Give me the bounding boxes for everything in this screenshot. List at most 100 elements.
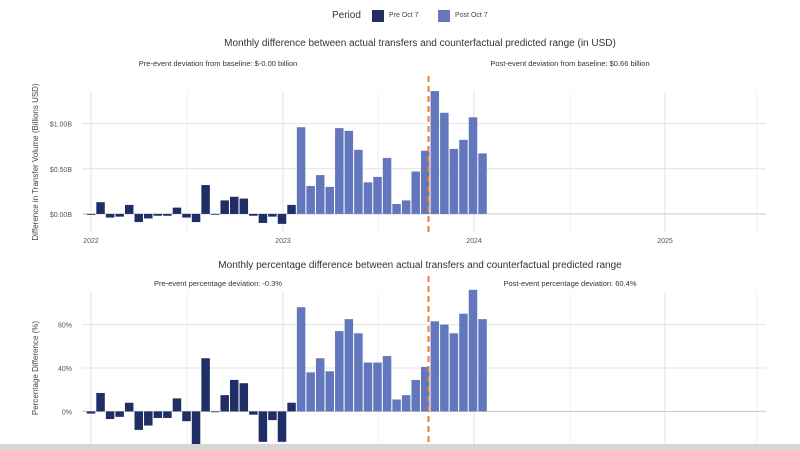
bar: [382, 356, 392, 412]
bar: [249, 411, 258, 415]
bar: [191, 411, 201, 444]
bar: [325, 371, 334, 412]
bar: [363, 182, 373, 214]
chart-percentage-difference: Monthly percentage difference between ac…: [31, 260, 766, 446]
y-tick-label: 0%: [62, 409, 72, 416]
bar: [163, 213, 172, 216]
legend-swatch-pre: [372, 10, 384, 22]
legend: Period Pre Oct 7 Post Oct 7: [0, 8, 800, 26]
bar: [258, 411, 268, 442]
bar: [268, 213, 277, 217]
bar: [421, 366, 430, 412]
bar: [287, 402, 296, 412]
bar: [134, 213, 143, 223]
bar: [239, 198, 249, 214]
post-event-annotation: Post-event deviation from baseline: $0.6…: [490, 59, 649, 68]
bar: [315, 175, 325, 214]
bar: [411, 379, 420, 412]
bar: [134, 411, 143, 430]
bar: [230, 379, 239, 412]
bar: [468, 289, 478, 412]
bar: [277, 411, 287, 442]
bar: [182, 213, 191, 218]
bar: [478, 319, 487, 412]
bar: [124, 204, 134, 214]
bar: [144, 411, 153, 426]
bar: [144, 213, 153, 219]
bar: [363, 362, 373, 412]
bar: [440, 324, 449, 412]
bar: [325, 186, 334, 214]
bar: [296, 127, 306, 214]
post-event-annotation: Post-event percentage deviation: 60.4%: [503, 279, 636, 288]
x-tick-label: 2024: [466, 238, 482, 245]
bar: [478, 153, 487, 214]
bar: [191, 213, 201, 223]
bar: [382, 157, 392, 214]
y-tick-label: 80%: [58, 323, 72, 330]
bar: [459, 313, 468, 412]
bar: [210, 213, 220, 215]
bar: [220, 395, 229, 412]
legend-label-post: Post Oct 7: [455, 12, 488, 19]
y-tick-label: $0.50B: [50, 167, 73, 174]
bar: [172, 207, 182, 214]
bar: [153, 213, 163, 216]
bar: [230, 196, 239, 214]
bar: [115, 411, 124, 417]
bar: [411, 171, 420, 214]
bar: [86, 411, 96, 414]
x-tick-label: 2022: [83, 238, 99, 245]
bar: [449, 333, 459, 412]
bar: [153, 411, 163, 418]
x-tick-label: 2025: [657, 238, 673, 245]
bar: [96, 202, 105, 214]
bar: [449, 148, 459, 214]
bar: [306, 372, 315, 412]
bar: [354, 333, 363, 412]
bar: [277, 213, 287, 224]
bar: [249, 213, 258, 216]
bar: [354, 149, 363, 214]
legend-swatch-post: [438, 10, 450, 22]
bar: [344, 130, 354, 214]
bar: [105, 213, 115, 218]
chart-title: Monthly difference between actual transf…: [224, 38, 616, 49]
y-tick-label: $0.00B: [50, 212, 73, 219]
bar: [115, 213, 124, 217]
bar: [335, 331, 344, 412]
bar: [268, 411, 277, 421]
bar: [210, 411, 220, 413]
bar: [96, 392, 105, 412]
bar: [306, 185, 315, 214]
chart-usd-difference: Monthly difference between actual transf…: [31, 38, 766, 245]
legend-label-pre: Pre Oct 7: [389, 12, 419, 19]
bar: [287, 204, 296, 214]
bar: [201, 358, 210, 412]
bar: [296, 307, 306, 412]
bar: [401, 395, 411, 412]
bar: [421, 150, 430, 214]
bar: [459, 139, 468, 214]
bar: [182, 411, 191, 422]
y-axis-label: Difference in Transfer Volume (Billions …: [31, 83, 40, 241]
bar: [373, 176, 382, 214]
bar: [172, 398, 182, 412]
bar: [315, 358, 325, 412]
bar: [86, 213, 96, 215]
bar: [392, 204, 401, 214]
bar: [220, 200, 229, 214]
bar: [124, 402, 134, 412]
bar: [392, 399, 401, 412]
bar: [335, 128, 344, 214]
pre-event-annotation: Pre-event deviation from baseline: $-0.0…: [139, 59, 297, 68]
bar: [468, 117, 478, 214]
bar: [440, 112, 449, 214]
bar: [430, 321, 440, 412]
bar: [163, 411, 172, 418]
chart-title: Monthly percentage difference between ac…: [218, 260, 622, 271]
y-axis-label: Percentage Difference (%): [31, 321, 40, 415]
bar: [201, 185, 210, 214]
pre-event-annotation: Pre-event percentage deviation: -0.3%: [154, 279, 282, 288]
bar: [105, 411, 115, 420]
